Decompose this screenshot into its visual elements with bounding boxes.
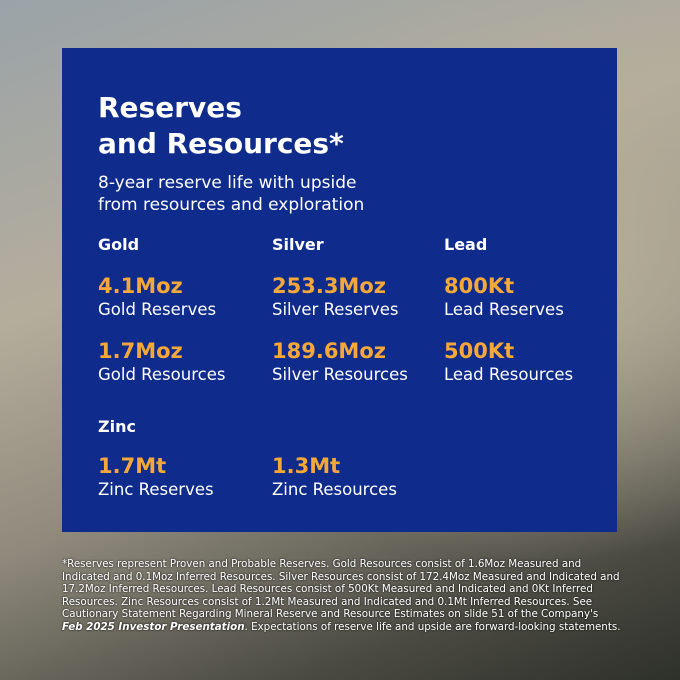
metric-value: 500Kt	[444, 339, 515, 363]
title-line: and Resources*	[98, 127, 344, 160]
metric-value: 1.3Mt	[272, 454, 341, 478]
subtitle-line: from resources and exploration	[98, 195, 365, 215]
title: Reserves and Resources*	[98, 90, 344, 162]
subtitle-line: 8-year reserve life with upside	[98, 173, 357, 193]
metric-value: 800Kt	[444, 274, 515, 298]
metric-value: 1.7Moz	[98, 339, 183, 363]
metric-value: 189.6Moz	[272, 339, 386, 363]
group-name: Lead	[444, 235, 488, 254]
group-name: Gold	[98, 235, 140, 254]
metric-label: Gold Reserves	[98, 300, 217, 319]
metric-label: Silver Reserves	[272, 300, 399, 319]
panel: Reserves and Resources* 8-year reserve li…	[62, 48, 617, 532]
group-name: Zinc	[98, 417, 136, 436]
metric-label: Silver Resources	[272, 365, 408, 384]
group-name: Silver	[272, 235, 324, 254]
metric-label: Zinc Reserves	[98, 480, 214, 499]
subtitle: 8-year reserve life with upside from reso…	[98, 172, 364, 216]
footnote-emphasis: Feb 2025 Investor Presentation	[62, 620, 245, 633]
metric-label: Lead Reserves	[444, 300, 564, 319]
metric-label: Zinc Resources	[272, 480, 397, 499]
metric-value: 253.3Moz	[272, 274, 386, 298]
metric-value: 1.7Mt	[98, 454, 167, 478]
metric-label: Lead Resources	[444, 365, 574, 384]
metric-label: Gold Resources	[98, 365, 226, 384]
footnote: *Reserves represent Proven and Probable …	[62, 558, 622, 634]
title-line: Reserves	[98, 91, 242, 124]
footnote-text: . Expectations of reserve life and upsid…	[244, 620, 621, 633]
footnote-text: *Reserves represent Proven and Probable …	[62, 558, 620, 621]
metric-value: 4.1Moz	[98, 274, 183, 298]
